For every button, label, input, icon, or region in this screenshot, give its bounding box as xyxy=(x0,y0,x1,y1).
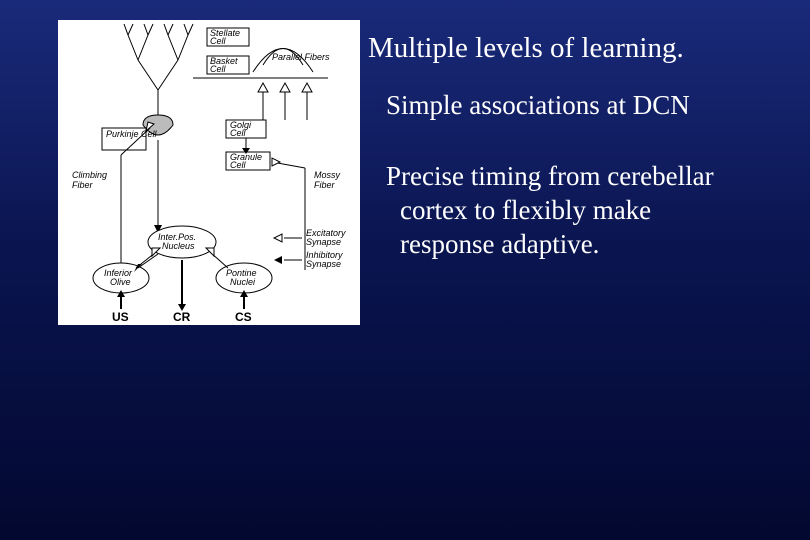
excitatory-legend-icon xyxy=(274,234,282,242)
climbing-label: Climbing xyxy=(72,170,107,180)
slide-heading: Multiple levels of learning. xyxy=(368,32,684,65)
diagram-svg: Purkinje Cell Parallel Fibers Stellate C… xyxy=(58,20,360,325)
svg-text:Cell: Cell xyxy=(210,36,227,46)
svg-text:Olive: Olive xyxy=(110,277,131,287)
inhibitory-legend-icon xyxy=(274,256,282,264)
svg-text:Cell: Cell xyxy=(230,128,247,138)
mossy-synapse-icon xyxy=(272,158,280,166)
bullet-2-line3: response adaptive. xyxy=(386,228,781,262)
svg-text:Nuclei: Nuclei xyxy=(230,277,256,287)
svg-text:Nucleus: Nucleus xyxy=(162,241,195,251)
svg-text:Synapse: Synapse xyxy=(306,237,341,247)
svg-text:Synapse: Synapse xyxy=(306,259,341,269)
slide: Purkinje Cell Parallel Fibers Stellate C… xyxy=(0,0,810,540)
us-label: US xyxy=(112,310,129,324)
cr-label: CR xyxy=(173,310,191,324)
cerebellar-diagram: Purkinje Cell Parallel Fibers Stellate C… xyxy=(58,20,360,325)
bullet-2-line2: cortex to flexibly make xyxy=(386,194,781,228)
parallel-fibers-label: Parallel Fibers xyxy=(272,52,330,62)
svg-text:Cell: Cell xyxy=(230,160,247,170)
bullet-2-line1: Precise timing from cerebellar xyxy=(386,161,714,191)
cs-label: CS xyxy=(235,310,252,324)
svg-text:Cell: Cell xyxy=(210,64,227,74)
bullet-1: Simple associations at DCN xyxy=(386,90,690,121)
purkinje-tree-icon xyxy=(124,24,193,128)
bullet-2: Precise timing from cerebellar cortex to… xyxy=(386,160,781,261)
purkinje-label: Purkinje Cell xyxy=(106,129,158,139)
mossy-label: Mossy xyxy=(314,170,341,180)
svg-text:Fiber: Fiber xyxy=(72,180,94,190)
svg-text:Fiber: Fiber xyxy=(314,180,336,190)
